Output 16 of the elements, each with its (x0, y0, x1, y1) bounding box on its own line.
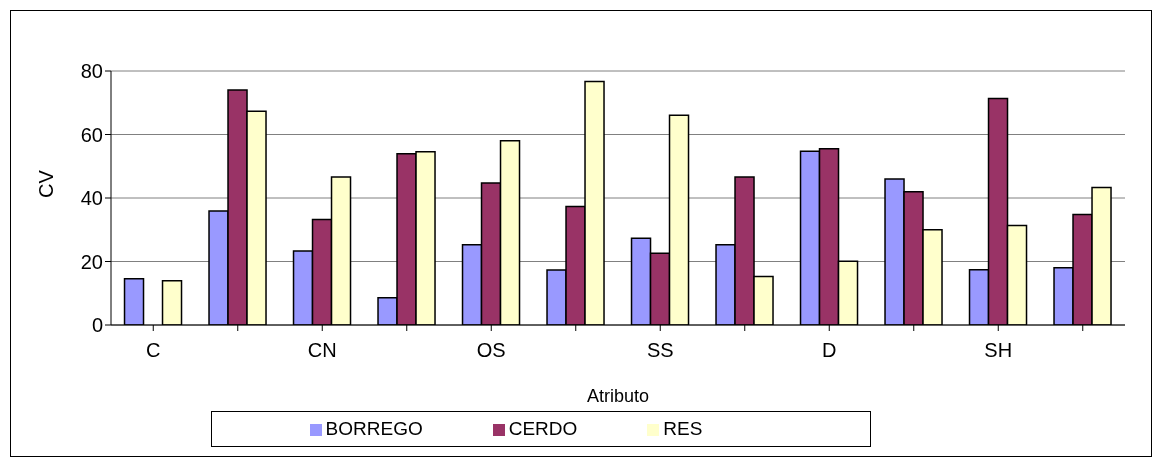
legend-label: BORREGO (325, 418, 423, 439)
y-axis-title: CV (35, 169, 58, 198)
x-tick-label: D (822, 339, 837, 362)
x-tick-label: SH (984, 339, 1013, 362)
y-tick-label: 60 (80, 123, 103, 146)
x-tick-label: C (146, 339, 161, 362)
x-axis-title: Atributo (586, 386, 650, 406)
x-tick-label: SS (646, 339, 674, 362)
y-tick-label: 0 (91, 314, 103, 337)
y-tick-label: 80 (80, 60, 103, 83)
legend-label: RES (663, 418, 703, 439)
x-tick-label: CN (307, 339, 337, 362)
y-tick-label: 40 (80, 187, 103, 210)
x-tick-label: OS (476, 339, 506, 362)
y-tick-label: 20 (80, 250, 103, 273)
legend-label: CERDO (508, 418, 578, 439)
